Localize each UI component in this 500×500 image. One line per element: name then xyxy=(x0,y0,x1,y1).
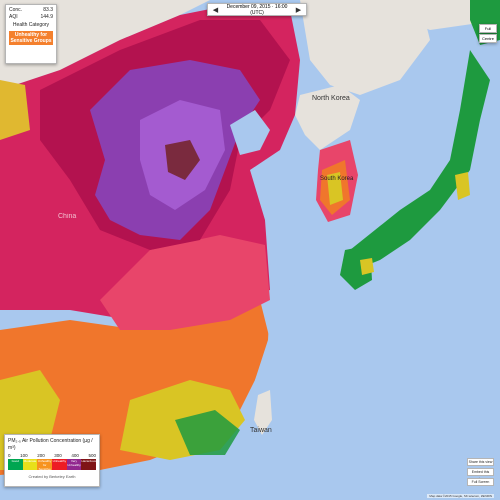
east-china-sea xyxy=(250,260,500,500)
health-category-badge: Unhealthy for Sensitive Groups xyxy=(9,31,53,45)
legend: PM₂.₅ Air Pollution Concentration (µg / … xyxy=(4,434,100,487)
legend-tick: 500 xyxy=(88,453,96,458)
aqi-label: AQI xyxy=(9,14,18,20)
japan-moderate-spot xyxy=(455,172,470,200)
south-korea-moderate xyxy=(327,172,343,205)
next-arrow-icon[interactable]: ▶ xyxy=(295,6,302,14)
legend-tick: 200 xyxy=(37,453,45,458)
map-attribution: Map data ©2015 Google, SK telecom, ZENRI… xyxy=(427,494,494,498)
bohai-sea xyxy=(230,110,270,155)
centre-button[interactable]: Centre xyxy=(479,34,497,43)
russia-land xyxy=(300,0,430,95)
legend-tick: 100 xyxy=(20,453,28,458)
legend-color-bar: Good Moderate Unhealthy for Sensitive Gr… xyxy=(8,459,97,470)
fullscreen-button[interactable]: Full xyxy=(479,24,497,33)
conc-value: 83.3 xyxy=(43,7,53,13)
full-screen-button[interactable]: Full Screen xyxy=(467,478,494,486)
label-china: China xyxy=(58,213,76,220)
northern-land xyxy=(0,0,500,90)
label-north-korea: North Korea xyxy=(312,95,350,102)
legend-ticks: 0 100 200 300 400 500 xyxy=(8,453,96,458)
legend-tick: 300 xyxy=(54,453,62,458)
legend-swatch-hazardous: Hazardous xyxy=(81,459,97,470)
date-bar: ◀ December 09, 2015 · 16:00 (UTC) ▶ xyxy=(207,3,307,16)
taiwan-land xyxy=(254,390,272,435)
legend-swatch-unhealthy: Unhealthy xyxy=(52,459,67,470)
pollution-good-se xyxy=(175,410,240,455)
share-view-button[interactable]: Share this view xyxy=(467,458,494,466)
legend-swatch-good: Good xyxy=(8,459,23,470)
legend-title: PM₂.₅ Air Pollution Concentration (µg / … xyxy=(8,438,93,451)
aqi-value: 144.9 xyxy=(40,14,53,20)
conc-label: Conc. xyxy=(9,7,23,13)
pollution-west-yellow xyxy=(0,80,30,140)
legend-credit: Created by Berkeley Earth xyxy=(28,474,76,479)
legend-tick: 0 xyxy=(8,453,11,458)
label-taiwan: Taiwan xyxy=(250,427,272,434)
pollution-hazardous xyxy=(165,140,200,180)
health-label: Health Category xyxy=(12,22,50,28)
japan-kyushu xyxy=(340,245,372,290)
legend-swatch-usg: Unhealthy for Sensitive Groups xyxy=(37,459,53,470)
embed-view-button[interactable]: Embed this view xyxy=(467,468,494,481)
pollution-unhealthy-low xyxy=(100,235,270,330)
prev-arrow-icon[interactable]: ◀ xyxy=(212,6,219,14)
info-panel: Conc. 83.3 AQI 144.9 Health Category Unhea… xyxy=(5,4,57,64)
legend-swatch-very-unhealthy: Very Unhealthy xyxy=(66,459,82,470)
date-text[interactable]: December 09, 2015 · 16:00 (UTC) xyxy=(226,3,288,16)
japan-hokkaido xyxy=(470,0,500,45)
label-south-korea: South Korea xyxy=(320,176,354,182)
japan-moderate-spot2 xyxy=(360,258,374,275)
legend-swatch-moderate: Moderate xyxy=(22,459,38,470)
north-korea-land xyxy=(295,85,360,150)
yellow-sea xyxy=(262,150,310,300)
legend-tick: 400 xyxy=(71,453,79,458)
